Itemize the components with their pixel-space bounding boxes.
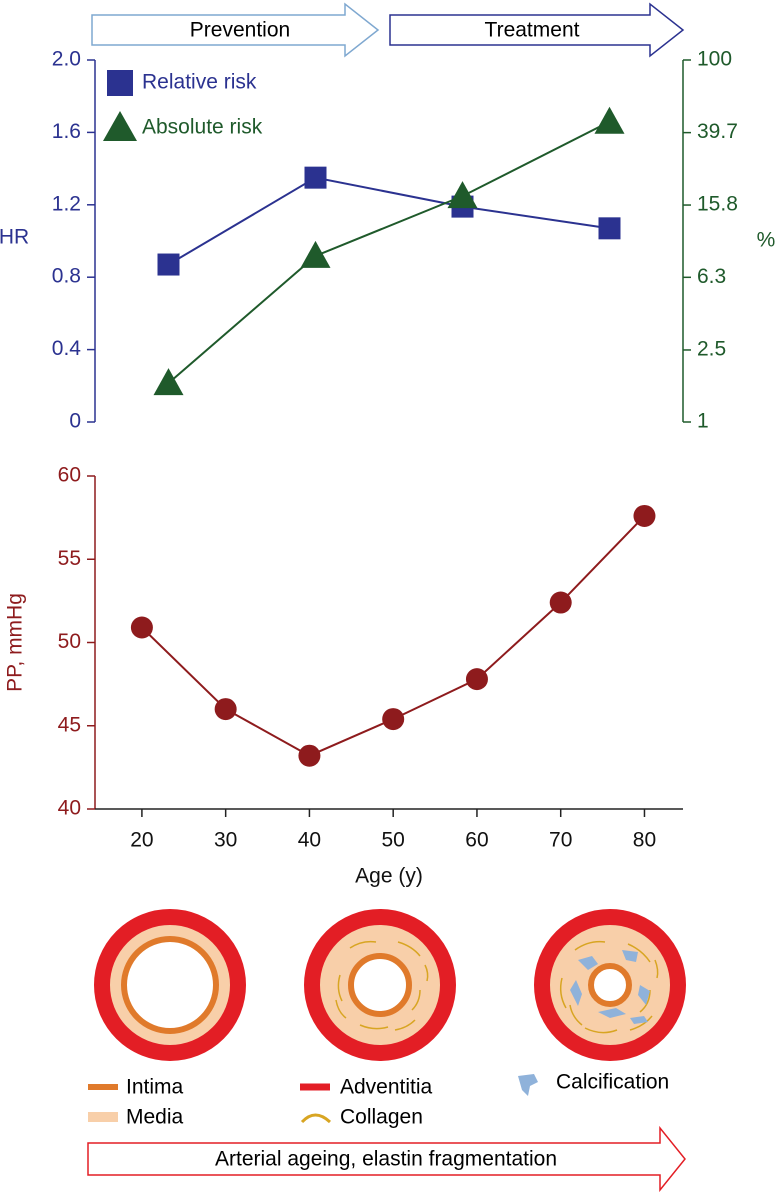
legend-label: Media — [126, 1106, 184, 1129]
y-tick-label: 0 — [69, 410, 81, 433]
arrow-label: Arterial ageing, elastin fragmentation — [215, 1148, 557, 1171]
prevention-arrow — [91, 2, 380, 58]
y-tick-label: 55 — [58, 547, 81, 570]
marker — [447, 181, 478, 209]
marker — [214, 698, 237, 721]
y-tick-label: 60 — [58, 464, 81, 487]
marker — [594, 106, 625, 134]
marker — [465, 668, 488, 691]
annotation: Prevention — [190, 19, 290, 42]
y-tick-label: 0.4 — [52, 337, 82, 360]
marker — [130, 616, 153, 639]
y2-tick-label: 39.7 — [697, 120, 738, 143]
marker — [382, 708, 405, 731]
x-tick-label: 40 — [298, 829, 321, 852]
y2-tick-label: 100 — [697, 48, 732, 71]
y-tick-label: 45 — [58, 713, 81, 736]
x-tick-label: 20 — [130, 829, 153, 852]
y2-tick-label: 15.8 — [697, 193, 738, 216]
y2-tick-label: 6.3 — [697, 265, 726, 288]
annotation: Treatment — [485, 19, 580, 42]
calcification-icon — [518, 1074, 538, 1096]
media-icon — [88, 1112, 118, 1122]
y2-tick-label: 1 — [697, 410, 709, 433]
legend-label: Calcification — [556, 1071, 669, 1094]
legend-label: Collagen — [340, 1106, 423, 1129]
legend-label: Intima — [126, 1076, 184, 1099]
marker — [300, 240, 331, 268]
y2-axis-label: % — [757, 229, 776, 252]
ageing-arrow — [87, 1125, 686, 1193]
x-tick-label: 60 — [465, 829, 488, 852]
legend-label: Absolute risk — [142, 116, 263, 139]
y-tick-label: 40 — [58, 797, 81, 820]
artery-young — [94, 909, 246, 1061]
y-axis-label: PP, mmHg — [4, 593, 27, 692]
y-tick-label: 50 — [58, 630, 81, 653]
marker — [298, 744, 321, 767]
marker — [633, 504, 656, 527]
y-tick-label: 1.6 — [52, 120, 81, 143]
x-axis-label: Age (y) — [355, 865, 423, 888]
marker — [304, 166, 327, 189]
y-tick-label: 2.0 — [52, 48, 81, 71]
treatment-arrow — [389, 2, 685, 58]
marker — [157, 253, 180, 276]
x-tick-label: 30 — [214, 829, 237, 852]
marker — [153, 368, 184, 396]
marker — [598, 217, 621, 240]
y2-tick-label: 2.5 — [697, 338, 726, 361]
legend-marker — [103, 111, 137, 141]
legend-label: Adventitia — [340, 1076, 433, 1099]
x-tick-label: 70 — [549, 829, 572, 852]
series-line — [167, 120, 610, 384]
artery-old — [534, 909, 686, 1061]
series-line — [167, 176, 610, 266]
y-tick-label: 1.2 — [52, 192, 81, 215]
artery-middle — [304, 909, 456, 1061]
legend-label: Relative risk — [142, 71, 257, 94]
x-tick-label: 50 — [382, 829, 405, 852]
y-tick-label: 0.8 — [52, 265, 81, 288]
x-tick-label: 80 — [633, 829, 656, 852]
collagen-icon — [300, 1113, 332, 1124]
marker — [549, 591, 572, 614]
y-axis-label: HR — [0, 226, 29, 249]
legend-marker — [107, 70, 133, 96]
